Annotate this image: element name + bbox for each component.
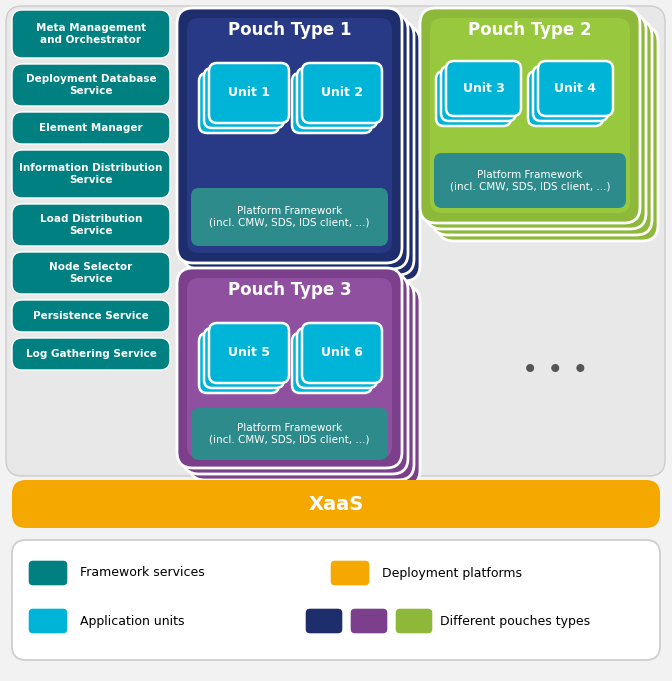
FancyBboxPatch shape [302, 323, 382, 383]
Text: Unit 1: Unit 1 [228, 86, 270, 99]
FancyBboxPatch shape [189, 280, 414, 480]
FancyBboxPatch shape [420, 8, 640, 223]
FancyBboxPatch shape [191, 408, 388, 460]
FancyBboxPatch shape [12, 112, 170, 144]
FancyBboxPatch shape [12, 300, 170, 332]
FancyBboxPatch shape [292, 73, 372, 133]
FancyBboxPatch shape [441, 66, 516, 121]
FancyBboxPatch shape [302, 63, 382, 123]
Text: Log Gathering Service: Log Gathering Service [26, 349, 157, 359]
FancyBboxPatch shape [183, 274, 408, 474]
FancyBboxPatch shape [12, 480, 660, 528]
Text: Node Selector
Service: Node Selector Service [49, 262, 132, 284]
FancyBboxPatch shape [12, 252, 170, 294]
FancyBboxPatch shape [187, 18, 392, 253]
FancyBboxPatch shape [187, 278, 392, 458]
FancyBboxPatch shape [432, 20, 652, 235]
FancyBboxPatch shape [195, 26, 420, 281]
FancyBboxPatch shape [292, 333, 372, 393]
FancyBboxPatch shape [12, 338, 170, 370]
FancyBboxPatch shape [199, 333, 279, 393]
Text: Information Distribution
Service: Information Distribution Service [19, 163, 163, 185]
FancyBboxPatch shape [183, 14, 408, 269]
FancyBboxPatch shape [199, 73, 279, 133]
FancyBboxPatch shape [395, 608, 433, 634]
Text: Unit 5: Unit 5 [228, 347, 270, 360]
Text: Framework services: Framework services [80, 567, 205, 580]
FancyBboxPatch shape [305, 608, 343, 634]
FancyBboxPatch shape [12, 204, 170, 246]
FancyBboxPatch shape [177, 268, 402, 468]
Text: Platform Framework
(incl. CMW, SDS, IDS client, ...): Platform Framework (incl. CMW, SDS, IDS … [209, 206, 370, 228]
FancyBboxPatch shape [538, 61, 613, 116]
FancyBboxPatch shape [297, 68, 377, 128]
FancyBboxPatch shape [6, 6, 665, 476]
Text: Meta Management
and Orchestrator: Meta Management and Orchestrator [36, 23, 146, 45]
FancyBboxPatch shape [28, 560, 68, 586]
Text: Unit 2: Unit 2 [321, 86, 363, 99]
Text: Platform Framework
(incl. CMW, SDS, IDS client, ...): Platform Framework (incl. CMW, SDS, IDS … [209, 423, 370, 445]
Text: Element Manager: Element Manager [39, 123, 143, 133]
FancyBboxPatch shape [426, 14, 646, 229]
FancyBboxPatch shape [189, 20, 414, 275]
Text: Deployment platforms: Deployment platforms [382, 567, 522, 580]
FancyBboxPatch shape [28, 608, 68, 634]
FancyBboxPatch shape [12, 10, 170, 58]
Text: Platform Framework
(incl. CMW, SDS, IDS client, ...): Platform Framework (incl. CMW, SDS, IDS … [450, 170, 610, 191]
Text: Pouch Type 2: Pouch Type 2 [468, 21, 592, 39]
FancyBboxPatch shape [209, 323, 289, 383]
FancyBboxPatch shape [434, 153, 626, 208]
FancyBboxPatch shape [330, 560, 370, 586]
FancyBboxPatch shape [12, 64, 170, 106]
FancyBboxPatch shape [436, 71, 511, 126]
FancyBboxPatch shape [204, 328, 284, 388]
FancyBboxPatch shape [438, 26, 658, 241]
FancyBboxPatch shape [12, 150, 170, 198]
Text: Unit 6: Unit 6 [321, 347, 363, 360]
Text: • • •: • • • [521, 356, 588, 384]
FancyBboxPatch shape [12, 540, 660, 660]
FancyBboxPatch shape [204, 68, 284, 128]
Text: Different pouches types: Different pouches types [440, 614, 590, 627]
FancyBboxPatch shape [446, 61, 521, 116]
FancyBboxPatch shape [350, 608, 388, 634]
Text: XaaS: XaaS [308, 494, 364, 513]
Text: Unit 3: Unit 3 [462, 82, 505, 95]
Text: Load Distribution
Service: Load Distribution Service [40, 215, 142, 236]
FancyBboxPatch shape [297, 328, 377, 388]
Text: Application units: Application units [80, 614, 185, 627]
FancyBboxPatch shape [209, 63, 289, 123]
FancyBboxPatch shape [191, 188, 388, 246]
Text: Pouch Type 3: Pouch Type 3 [228, 281, 351, 299]
Text: Unit 4: Unit 4 [554, 82, 597, 95]
FancyBboxPatch shape [430, 18, 630, 213]
Text: Deployment Database
Service: Deployment Database Service [26, 74, 157, 96]
FancyBboxPatch shape [195, 286, 420, 486]
Text: Persistence Service: Persistence Service [33, 311, 149, 321]
FancyBboxPatch shape [533, 66, 608, 121]
FancyBboxPatch shape [528, 71, 603, 126]
FancyBboxPatch shape [177, 8, 402, 263]
Text: Pouch Type 1: Pouch Type 1 [228, 21, 351, 39]
